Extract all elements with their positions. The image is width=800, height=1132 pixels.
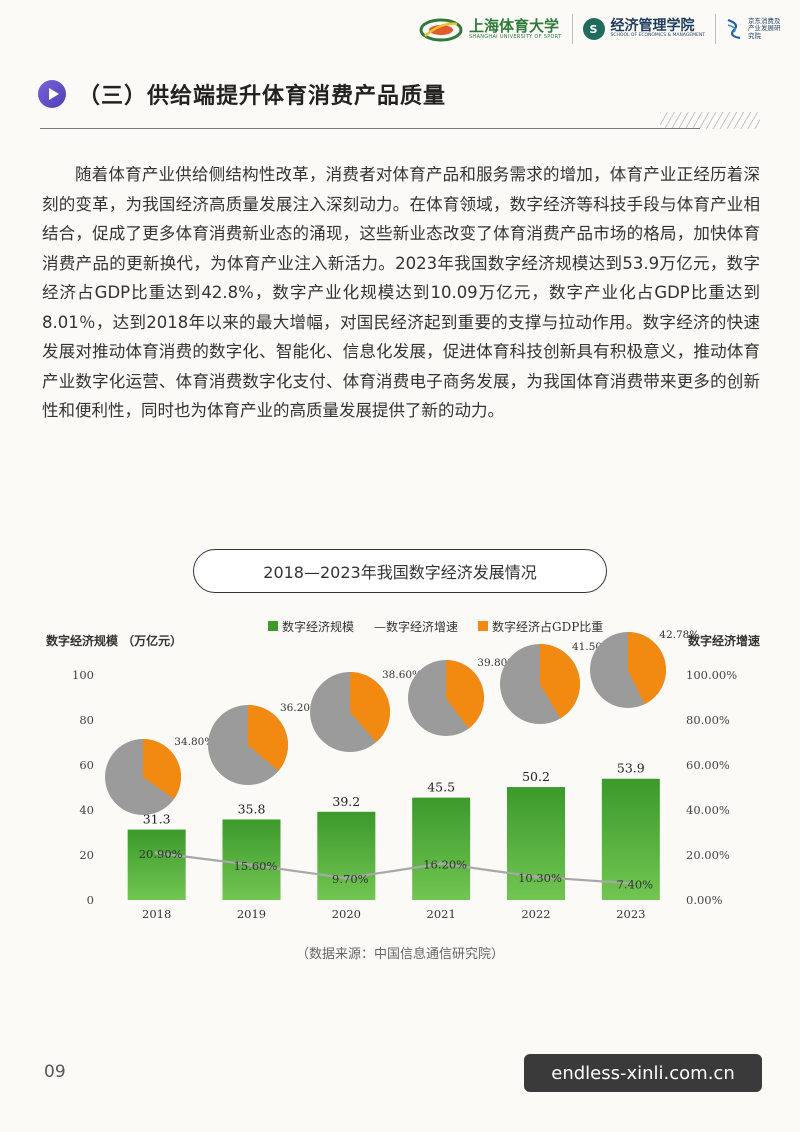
gdp-share-pies: 34.80%36.20%38.60%39.80%41.50%42.78% [105,629,699,815]
pie-share-slice [350,672,391,743]
growth-point [439,861,443,866]
pie-share-slice [628,632,666,705]
y2-tick-label: 100.00% [686,668,737,682]
growth-point [629,881,633,886]
y-tick-label: 100 [72,668,94,682]
y2-axis-ticks: 0.00% 20.00% 40.00% 60.00% 80.00% 100.00% [686,668,737,907]
y-tick-label: 20 [79,848,94,862]
y-axis-label: 数字经济规模 （万亿元） [46,633,182,648]
header-divider [571,14,573,44]
growth-value-label: 16.20% [423,858,467,872]
legend-label: —数字经济增速 [374,619,458,634]
bar-2021 [412,797,471,900]
header-divider [715,14,716,44]
x-tick-label: 2023 [616,907,645,921]
bar-2022 [507,787,565,900]
bar-value-label: 50.2 [522,769,550,784]
y-axis-ticks: 0 20 40 60 80 100 [72,668,94,907]
bar-value-label: 31.3 [143,812,171,827]
digital-economy-chart: 数字经济规模 —数字经济增速 数字经济占GDP比重 数字经济规模 （万亿元） 数字经… [46,619,760,921]
bar-2020 [317,811,376,900]
y-tick-label: 40 [79,803,94,817]
bar-2023 [601,778,660,900]
y2-axis-label: 数字经济增速 [688,633,760,648]
y-tick-label: 80 [79,713,94,727]
school-badge-icon: S [582,18,605,40]
section-heading: （三）供给端提升体育消费产品质量 [38,78,446,110]
growth-point [249,863,254,867]
y2-tick-label: 80.00% [686,713,730,727]
title-hatch-decoration [660,112,760,129]
legend-label: 数字经济规模 [282,619,354,634]
growth-line-series: 20.90% 15.60% 9.70% 16.20% 10.30% 7.40% [139,847,653,891]
growth-value-label: 20.90% [139,847,183,861]
pie-share-slice [248,705,288,771]
growth-line [156,851,631,885]
section-title: （三）供给端提升体育消费产品质量 [78,84,447,109]
x-tick-label: 2022 [521,907,550,921]
y-tick-label: 60 [79,758,94,772]
pie-share-label: 42.78% [659,629,699,641]
pie-share-label: 34.80% [174,736,214,748]
bar-value-label: 35.8 [238,801,266,816]
body-paragraph: 随着体育产业供给侧结构性改革，消费者对体育产品和服务需求的增加，体育产业正经历着… [42,165,760,420]
university-emblem-icon [419,18,463,42]
bar-value-label: 39.2 [332,794,360,809]
pie-share-slice [446,660,484,729]
bar-series: 31.3 35.8 39.2 45.5 50.2 53.9 [127,761,660,900]
legend-swatch [478,621,488,631]
growth-point [344,876,349,880]
growth-value-label: 7.40% [617,877,654,891]
bar-value-label: 53.9 [617,761,645,776]
y2-tick-label: 60.00% [686,758,730,772]
pie-share-label: 38.60% [382,669,422,681]
institute-name: 京东消费及产业发展研究院 [748,16,781,40]
legend-swatch [268,621,278,631]
x-axis-ticks: 2018 2019 2020 2021 2022 2023 [142,907,645,921]
y-tick-label: 0 [87,893,94,907]
data-source: （数据来源：中国信息通信研究院） [295,947,504,962]
title-underline [40,128,700,129]
x-tick-label: 2021 [427,907,456,921]
school-sub: SCHOOL OF ECONOMICS & MANAGEMENT [610,33,705,39]
school-logo: S 经济管理学院 SCHOOL OF ECONOMICS & MANAGEMEN… [582,17,705,40]
pie-share-slice [540,644,580,719]
page-number: 09 [44,1062,66,1082]
pie-share-slice [143,739,182,799]
x-tick-label: 2019 [237,907,266,921]
growth-value-label: 10.30% [518,871,562,885]
university-name: 上海体育大学 [468,17,559,35]
growth-point [154,851,159,855]
x-tick-label: 2020 [332,907,361,921]
bar-2018 [127,829,186,900]
bar-2019 [222,819,281,900]
growth-value-label: 9.70% [332,872,369,886]
chart-title: 2018—2023年我国数字经济发展情况 [193,549,607,593]
legend-label: 数字经济占GDP比重 [492,619,603,634]
university-sub: SHANGHAI UNIVERSITY OF SPORT [468,33,562,40]
y2-tick-label: 20.00% [686,848,730,862]
play-bullet-icon [38,80,66,108]
y2-tick-label: 40.00% [686,803,730,817]
growth-value-label: 15.60% [234,859,278,873]
page-header: 上海体育大学 SHANGHAI UNIVERSITY OF SPORT S 经济… [419,14,782,44]
university-logo: 上海体育大学 SHANGHAI UNIVERSITY OF SPORT [419,16,562,42]
y2-tick-label: 0.00% [686,893,723,907]
institute-logo: 京东消费及产业发展研究院 [726,16,782,42]
chart-legend: 数字经济规模 —数字经济增速 数字经济占GDP比重 [268,619,603,634]
watermark: endless-xinli.com.cn [524,1054,762,1092]
x-tick-label: 2018 [142,907,171,921]
growth-point [534,875,538,879]
bar-value-label: 45.5 [427,780,455,795]
school-name: 经济管理学院 [610,17,695,34]
institute-emblem-icon [727,18,741,40]
